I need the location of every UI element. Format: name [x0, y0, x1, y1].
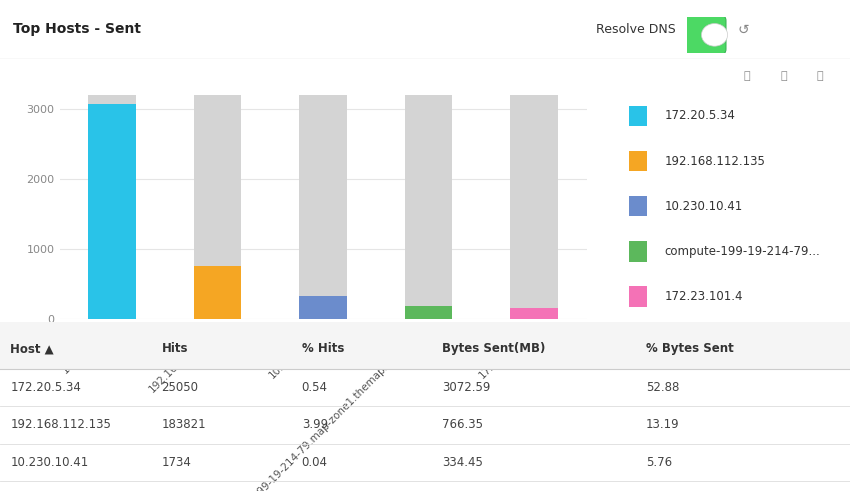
Text: 📊: 📊	[780, 71, 787, 81]
Text: ↺: ↺	[738, 23, 750, 36]
Circle shape	[701, 24, 728, 46]
Bar	[405, 95, 452, 319]
Text: 766.35: 766.35	[442, 418, 483, 432]
Text: 3072.59: 3072.59	[442, 381, 490, 394]
Text: Host ▲: Host ▲	[10, 342, 54, 355]
Text: 192.168.112.135: 192.168.112.135	[665, 155, 765, 167]
Text: 172.20.5.34: 172.20.5.34	[10, 381, 81, 394]
Text: 192.168.112.135: 192.168.112.135	[10, 418, 111, 432]
Text: Top Hosts - Sent: Top Hosts - Sent	[13, 23, 141, 36]
Text: Hits: Hits	[162, 342, 188, 355]
Text: 10.230.10.41: 10.230.10.41	[10, 456, 88, 469]
Text: % Hits: % Hits	[302, 342, 344, 355]
Text: 🖼: 🖼	[744, 71, 750, 81]
FancyBboxPatch shape	[629, 196, 647, 217]
Text: 5.76: 5.76	[646, 456, 672, 469]
Text: 📈: 📈	[817, 71, 824, 81]
Text: 25050: 25050	[162, 381, 199, 394]
Bar	[405, 305, 452, 319]
Text: 183821: 183821	[162, 418, 206, 432]
Bar	[88, 95, 136, 319]
Text: 3.99: 3.99	[302, 418, 328, 432]
Text: 0.54: 0.54	[302, 381, 328, 394]
Bar	[194, 266, 241, 319]
Text: 1734: 1734	[162, 456, 191, 469]
Text: 52.88: 52.88	[646, 381, 679, 394]
Text: 172.20.5.34: 172.20.5.34	[665, 109, 735, 122]
FancyBboxPatch shape	[629, 286, 647, 307]
Text: Resolve DNS: Resolve DNS	[596, 23, 676, 36]
Bar	[194, 95, 241, 319]
Text: 10.230.10.41: 10.230.10.41	[665, 200, 743, 213]
Bar	[299, 296, 347, 319]
Text: 172.23.101.4: 172.23.101.4	[665, 290, 743, 303]
Bar	[510, 95, 558, 319]
FancyBboxPatch shape	[679, 14, 726, 55]
Text: 334.45: 334.45	[442, 456, 483, 469]
Bar	[510, 308, 558, 319]
Bar	[88, 104, 136, 319]
Text: compute-199-19-214-79...: compute-199-19-214-79...	[665, 245, 820, 258]
Text: % Bytes Sent: % Bytes Sent	[646, 342, 734, 355]
FancyBboxPatch shape	[629, 151, 647, 171]
Text: Bytes Sent(MB): Bytes Sent(MB)	[442, 342, 546, 355]
Text: 0.04: 0.04	[302, 456, 328, 469]
Text: 13.19: 13.19	[646, 418, 680, 432]
FancyBboxPatch shape	[0, 322, 850, 369]
FancyBboxPatch shape	[629, 241, 647, 262]
FancyBboxPatch shape	[629, 106, 647, 126]
Bar	[299, 95, 347, 319]
